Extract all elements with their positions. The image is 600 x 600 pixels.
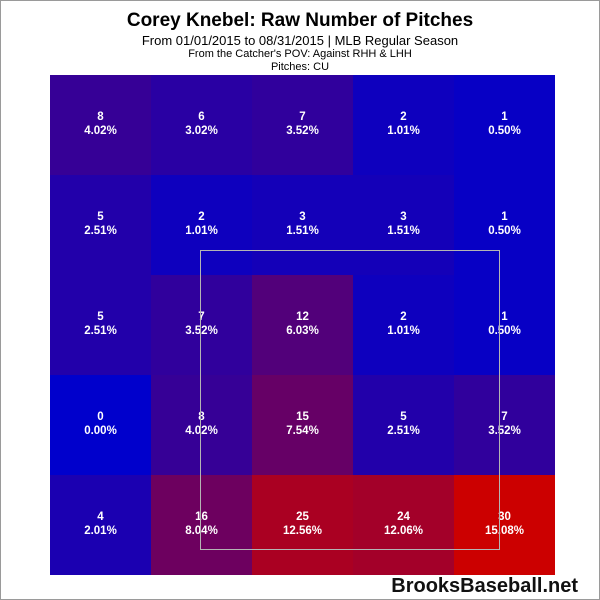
cell-percent-label: 4.02% xyxy=(185,425,218,437)
heatmap-cell: 4 2.01% xyxy=(50,475,151,575)
heatmap-cell: 3 1.51% xyxy=(353,175,454,275)
cell-percent-label: 0.50% xyxy=(488,225,521,237)
cell-count-label: 7 xyxy=(501,411,508,423)
chart-subtitle: From 01/01/2015 to 08/31/2015 | MLB Regu… xyxy=(141,33,459,48)
cell-percent-label: 1.01% xyxy=(387,125,420,137)
heatmap-cell: 5 2.51% xyxy=(50,275,151,375)
cell-count-label: 1 xyxy=(501,211,508,223)
cell-percent-label: 3.52% xyxy=(185,325,218,337)
cell-percent-label: 15.08% xyxy=(484,525,524,537)
cell-count-label: 3 xyxy=(299,211,306,223)
heatmap-cell: 8 4.02% xyxy=(151,375,252,475)
heatmap-cell: 24 12.06% xyxy=(353,475,454,575)
heatmap-cell: 7 3.52% xyxy=(454,375,555,475)
heatmap-cell: 6 3.02% xyxy=(151,75,252,175)
heatmap-cell: 2 1.01% xyxy=(151,175,252,275)
cell-percent-label: 1.51% xyxy=(286,225,319,237)
heatmap-cell: 0 0.00% xyxy=(50,375,151,475)
cell-count-label: 8 xyxy=(198,411,205,423)
cell-percent-label: 2.51% xyxy=(387,425,420,437)
cell-count-label: 2 xyxy=(400,311,407,323)
heatmap-cell: 16 8.04% xyxy=(151,475,252,575)
cell-percent-label: 12.56% xyxy=(282,525,322,537)
cell-percent-label: 3.02% xyxy=(185,125,218,137)
cell-count-label: 7 xyxy=(198,311,205,323)
cell-percent-label: 1.01% xyxy=(185,225,218,237)
cell-percent-label: 7.54% xyxy=(286,425,319,437)
cell-percent-label: 0.50% xyxy=(488,125,521,137)
heatmap-cell: 5 2.51% xyxy=(353,375,454,475)
cell-percent-label: 2.51% xyxy=(84,325,117,337)
cell-count-label: 2 xyxy=(198,211,205,223)
cell-count-label: 16 xyxy=(195,511,208,523)
heatmap-cell: 2 1.01% xyxy=(353,75,454,175)
heatmap-cell: 7 3.52% xyxy=(252,75,353,175)
cell-percent-label: 2.01% xyxy=(84,525,117,537)
heatmap-cell: 1 0.50% xyxy=(454,175,555,275)
cell-count-label: 5 xyxy=(97,211,104,223)
cell-count-label: 6 xyxy=(198,111,205,123)
heatmap-cell: 5 2.51% xyxy=(50,175,151,275)
heatmap-cell: 2 1.01% xyxy=(353,275,454,375)
heatmap-cell: 7 3.52% xyxy=(151,275,252,375)
heatmap-cell: 1 0.50% xyxy=(454,275,555,375)
pitch-type-caption: Pitches: CU xyxy=(270,61,330,73)
heatmap-cell: 8 4.02% xyxy=(50,75,151,175)
cell-count-label: 5 xyxy=(400,411,407,423)
cell-percent-label: 4.02% xyxy=(84,125,117,137)
cell-percent-label: 2.51% xyxy=(84,225,117,237)
cell-count-label: 7 xyxy=(299,111,306,123)
cell-count-label: 1 xyxy=(501,111,508,123)
heatmap-cell: 12 6.03% xyxy=(252,275,353,375)
cell-percent-label: 1.51% xyxy=(387,225,420,237)
cell-percent-label: 0.50% xyxy=(488,325,521,337)
cell-count-label: 8 xyxy=(97,111,104,123)
cell-percent-label: 12.06% xyxy=(383,525,423,537)
cell-count-label: 1 xyxy=(501,311,508,323)
cell-count-label: 0 xyxy=(97,411,104,423)
cell-count-label: 25 xyxy=(296,511,309,523)
cell-percent-label: 0.00% xyxy=(84,425,117,437)
cell-count-label: 12 xyxy=(296,311,309,323)
heatmap-cell: 30 15.08% xyxy=(454,475,555,575)
chart-title: Corey Knebel: Raw Number of Pitches xyxy=(126,10,474,31)
heatmap-cell: 1 0.50% xyxy=(454,75,555,175)
heatmap-cell: 15 7.54% xyxy=(252,375,353,475)
cell-count-label: 24 xyxy=(397,511,410,523)
cell-count-label: 15 xyxy=(296,411,309,423)
cell-count-label: 2 xyxy=(400,111,407,123)
cell-percent-label: 6.03% xyxy=(286,325,319,337)
heatmap-grid: 8 4.02% 6 3.02% 7 3.52% 2 1.01% 1 0.50% 5 2.51% 2 1.0… xyxy=(50,75,555,575)
heatmap-cell: 25 12.56% xyxy=(252,475,353,575)
pov-caption: From the Catcher's POV: Against RHH & LH… xyxy=(188,48,412,60)
cell-percent-label: 3.52% xyxy=(488,425,521,437)
cell-percent-label: 1.01% xyxy=(387,325,420,337)
cell-percent-label: 3.52% xyxy=(286,125,319,137)
brand-watermark: BrooksBaseball.net xyxy=(391,575,578,597)
cell-count-label: 3 xyxy=(400,211,407,223)
cell-count-label: 5 xyxy=(97,311,104,323)
cell-count-label: 30 xyxy=(498,511,511,523)
heatmap-cell: 3 1.51% xyxy=(252,175,353,275)
cell-percent-label: 8.04% xyxy=(185,525,218,537)
cell-count-label: 4 xyxy=(97,511,104,523)
